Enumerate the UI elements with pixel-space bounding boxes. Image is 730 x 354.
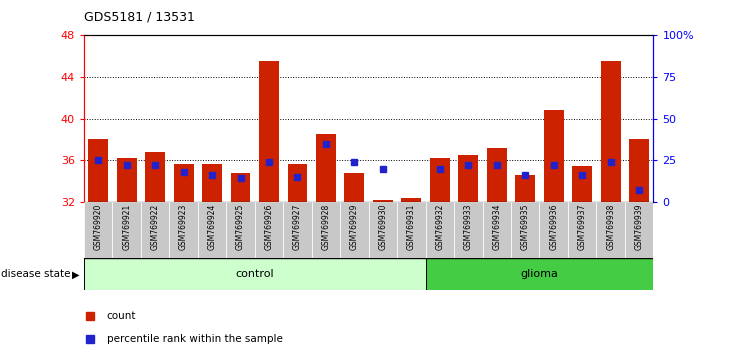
Bar — [88, 139, 108, 202]
Bar — [601, 61, 620, 202]
FancyBboxPatch shape — [511, 202, 539, 258]
Text: GSM769924: GSM769924 — [207, 204, 217, 250]
Text: glioma: glioma — [520, 269, 558, 279]
Bar — [316, 134, 336, 202]
FancyBboxPatch shape — [369, 202, 397, 258]
Bar — [259, 61, 279, 202]
Bar — [430, 158, 450, 202]
FancyBboxPatch shape — [84, 258, 426, 290]
Bar — [202, 164, 222, 202]
Text: GSM769937: GSM769937 — [577, 204, 587, 250]
Text: GSM769930: GSM769930 — [378, 204, 388, 250]
Text: percentile rank within the sample: percentile rank within the sample — [107, 334, 283, 344]
Text: GSM769921: GSM769921 — [122, 204, 131, 250]
Text: control: control — [236, 269, 274, 279]
Bar — [629, 139, 649, 202]
Text: GSM769928: GSM769928 — [321, 204, 331, 250]
FancyBboxPatch shape — [340, 202, 369, 258]
Text: GSM769932: GSM769932 — [435, 204, 445, 250]
FancyBboxPatch shape — [397, 202, 426, 258]
FancyBboxPatch shape — [198, 202, 226, 258]
FancyBboxPatch shape — [454, 202, 483, 258]
FancyBboxPatch shape — [426, 202, 454, 258]
Text: GSM769938: GSM769938 — [606, 204, 615, 250]
Text: GSM769931: GSM769931 — [407, 204, 416, 250]
Bar — [373, 200, 393, 202]
FancyBboxPatch shape — [226, 202, 255, 258]
Text: count: count — [107, 311, 137, 321]
Text: GSM769934: GSM769934 — [492, 204, 502, 250]
Text: GSM769927: GSM769927 — [293, 204, 302, 250]
Bar — [572, 166, 592, 202]
FancyBboxPatch shape — [283, 202, 312, 258]
Bar — [487, 148, 507, 202]
FancyBboxPatch shape — [84, 202, 112, 258]
Bar — [288, 164, 307, 202]
Text: GSM769920: GSM769920 — [93, 204, 103, 250]
FancyBboxPatch shape — [426, 258, 653, 290]
FancyBboxPatch shape — [483, 202, 511, 258]
Text: GSM769922: GSM769922 — [150, 204, 160, 250]
Bar — [231, 173, 250, 202]
FancyBboxPatch shape — [625, 202, 653, 258]
FancyBboxPatch shape — [539, 202, 568, 258]
Bar — [458, 155, 478, 202]
Text: GSM769926: GSM769926 — [264, 204, 274, 250]
FancyBboxPatch shape — [112, 202, 141, 258]
Bar — [345, 173, 364, 202]
Bar — [174, 164, 193, 202]
Text: GSM769939: GSM769939 — [634, 204, 644, 250]
Text: GSM769923: GSM769923 — [179, 204, 188, 250]
FancyBboxPatch shape — [568, 202, 596, 258]
Text: GSM769929: GSM769929 — [350, 204, 359, 250]
Text: disease state: disease state — [1, 269, 71, 279]
Text: ▶: ▶ — [72, 269, 79, 279]
Bar — [402, 198, 421, 202]
FancyBboxPatch shape — [169, 202, 198, 258]
Bar — [515, 175, 535, 202]
Bar — [145, 152, 165, 202]
Bar — [117, 158, 137, 202]
FancyBboxPatch shape — [312, 202, 340, 258]
Bar — [544, 110, 564, 202]
Text: GDS5181 / 13531: GDS5181 / 13531 — [84, 11, 195, 24]
Text: GSM769935: GSM769935 — [520, 204, 530, 250]
Text: GSM769936: GSM769936 — [549, 204, 558, 250]
FancyBboxPatch shape — [255, 202, 283, 258]
Text: GSM769925: GSM769925 — [236, 204, 245, 250]
Text: GSM769933: GSM769933 — [464, 204, 473, 250]
FancyBboxPatch shape — [596, 202, 625, 258]
FancyBboxPatch shape — [141, 202, 169, 258]
